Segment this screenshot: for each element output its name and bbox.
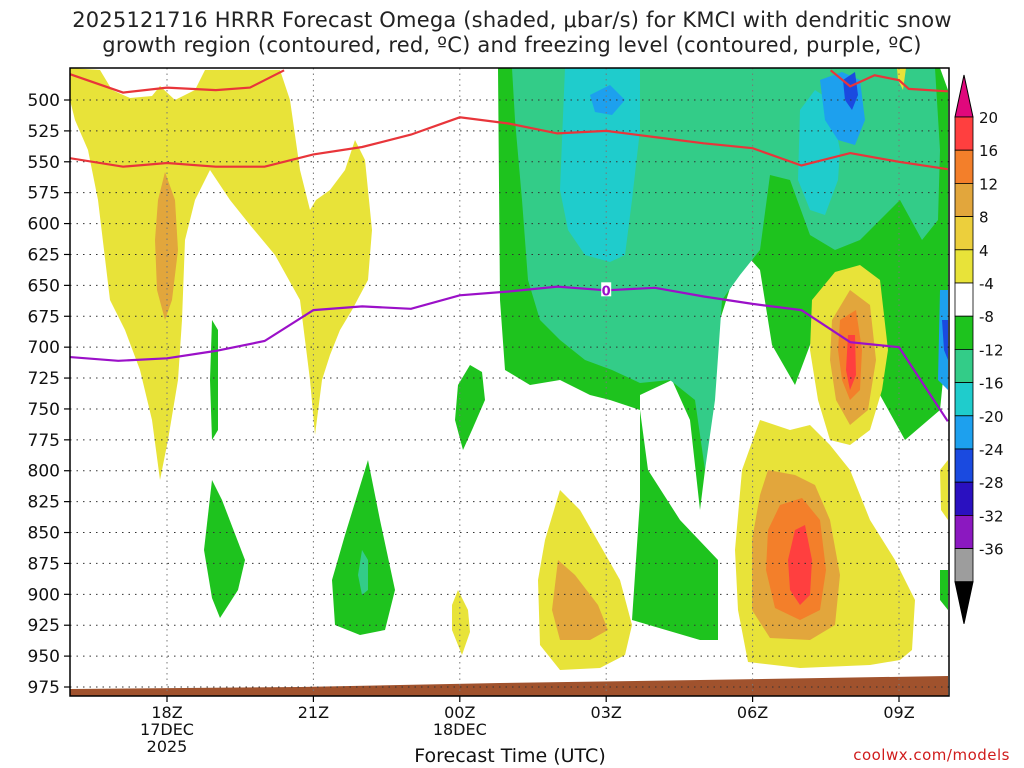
y-tick-label: 775 [28,431,60,451]
colorbar-max-triangle [954,74,974,118]
colorbar-label: -8 [979,308,994,326]
y-tick-label: 800 [28,462,60,482]
colorbar-swatch [954,149,974,184]
colorbar-swatch [954,282,974,317]
colorbar: 20 16 12 8 4 -4 -8 -12 -16 -20 -24 -28 -32 -36 [954,74,1004,624]
omega-shading [70,68,948,696]
chart-title-line-1: 2025121716 HRRR Forecast Omega (shaded, … [72,8,952,32]
y-tick-label: 975 [28,678,60,698]
omega-region-pos16-right [788,335,856,605]
colorbar-label: 12 [979,175,998,193]
colorbar-label: -16 [979,375,1004,393]
y-axis: 500 525 550 575 600 625 650 675 700 725 750 775 800 8… [28,91,70,698]
colorbar-label: 4 [979,242,989,260]
y-tick-label: 875 [28,554,60,574]
y-tick-label: 625 [28,245,60,265]
colorbar-label: 16 [979,142,998,160]
omega-region-neg4-00z [455,365,485,450]
dgz-minus18-contour-right [829,69,948,93]
colorbar-swatch [954,448,974,483]
colorbar-label: -4 [979,275,994,293]
omega-region-neg4-mid [332,460,395,635]
y-tick-label: 500 [28,91,60,111]
omega-region-pos8-03z [552,560,608,640]
colorbar-label: -24 [979,441,1004,459]
dotted-grid [70,68,949,696]
site-credit[interactable]: coolwx.com/models [853,746,1010,764]
colorbar-swatch [954,548,974,583]
y-tick-label: 750 [28,400,60,420]
omega-region-neg4-left1 [204,480,245,618]
colorbar-label: 8 [979,209,989,227]
x-tick-label: 03Z [591,703,622,722]
colorbar-swatch [954,216,974,251]
x-tick-label: 17DEC [140,720,194,739]
terrain-ground [70,676,948,696]
colorbar-swatch [954,481,974,516]
x-tick-label: 00Z [444,703,475,722]
x-tick-label: 18DEC [433,720,487,739]
freezing-level-contour [70,285,949,422]
colorbar-label: -20 [979,408,1004,426]
x-tick-label: 09Z [883,703,914,722]
freezing-level-label: 0 [602,284,611,299]
y-tick-label: 600 [28,215,60,235]
y-tick-label: 675 [28,307,60,327]
omega-region-neg20 [843,72,948,360]
colorbar-swatch [954,182,974,217]
omega-region-pos12-right [766,310,862,620]
y-tick-label: 725 [28,369,60,389]
y-tick-label: 700 [28,338,60,358]
omega-region-pos4-left [70,68,372,480]
x-axis-title: Forecast Time (UTC) [414,745,606,767]
colorbar-label: -36 [979,541,1004,559]
y-tick-label: 850 [28,524,60,544]
omega-region-pos4-farright [897,68,948,520]
omega-region-neg4-left2 [210,320,218,440]
colorbar-swatch [954,116,974,151]
colorbar-swatch [954,415,974,450]
omega-region-neg4-right [940,570,948,610]
colorbar-label: -12 [979,341,1004,359]
colorbar-swatch [954,515,974,550]
colorbar-swatch [954,348,974,383]
omega-region-pos4-00z [452,590,470,655]
x-tick-label: 18Z [151,703,182,722]
y-tick-label: 900 [28,585,60,605]
colorbar-label: 20 [979,109,998,127]
y-tick-label: 825 [28,493,60,513]
chart-title-line-2: growth region (contoured, red, ºC) and f… [102,33,922,57]
omega-region-pos4-03z [538,490,632,670]
colorbar-min-triangle [954,581,974,624]
contour-lines: 0 [70,69,949,422]
x-tick-label: 2025 [147,737,188,756]
y-tick-label: 525 [28,122,60,142]
x-tick-label: 06Z [737,703,768,722]
omega-region-pos8-left [155,172,178,320]
dgz-minus18-contour [70,69,285,94]
colorbar-label: -28 [979,474,1004,492]
plot-frame [69,67,950,697]
colorbar-swatch [954,382,974,417]
freezing-label-bg [601,282,612,297]
colorbar-swatch [954,315,974,350]
y-tick-label: 575 [28,184,60,204]
x-tick-label: 21Z [298,703,329,722]
colorbar-label: -32 [979,507,1004,525]
colorbar-swatch [954,249,974,284]
omega-region-neg8-mid [358,550,368,595]
y-tick-label: 550 [28,153,60,173]
y-tick-label: 650 [28,276,60,296]
omega-region-neg12 [560,68,640,262]
dgz-minus12-contour [70,116,948,171]
y-tick-label: 925 [28,616,60,636]
y-tick-label: 950 [28,647,60,667]
